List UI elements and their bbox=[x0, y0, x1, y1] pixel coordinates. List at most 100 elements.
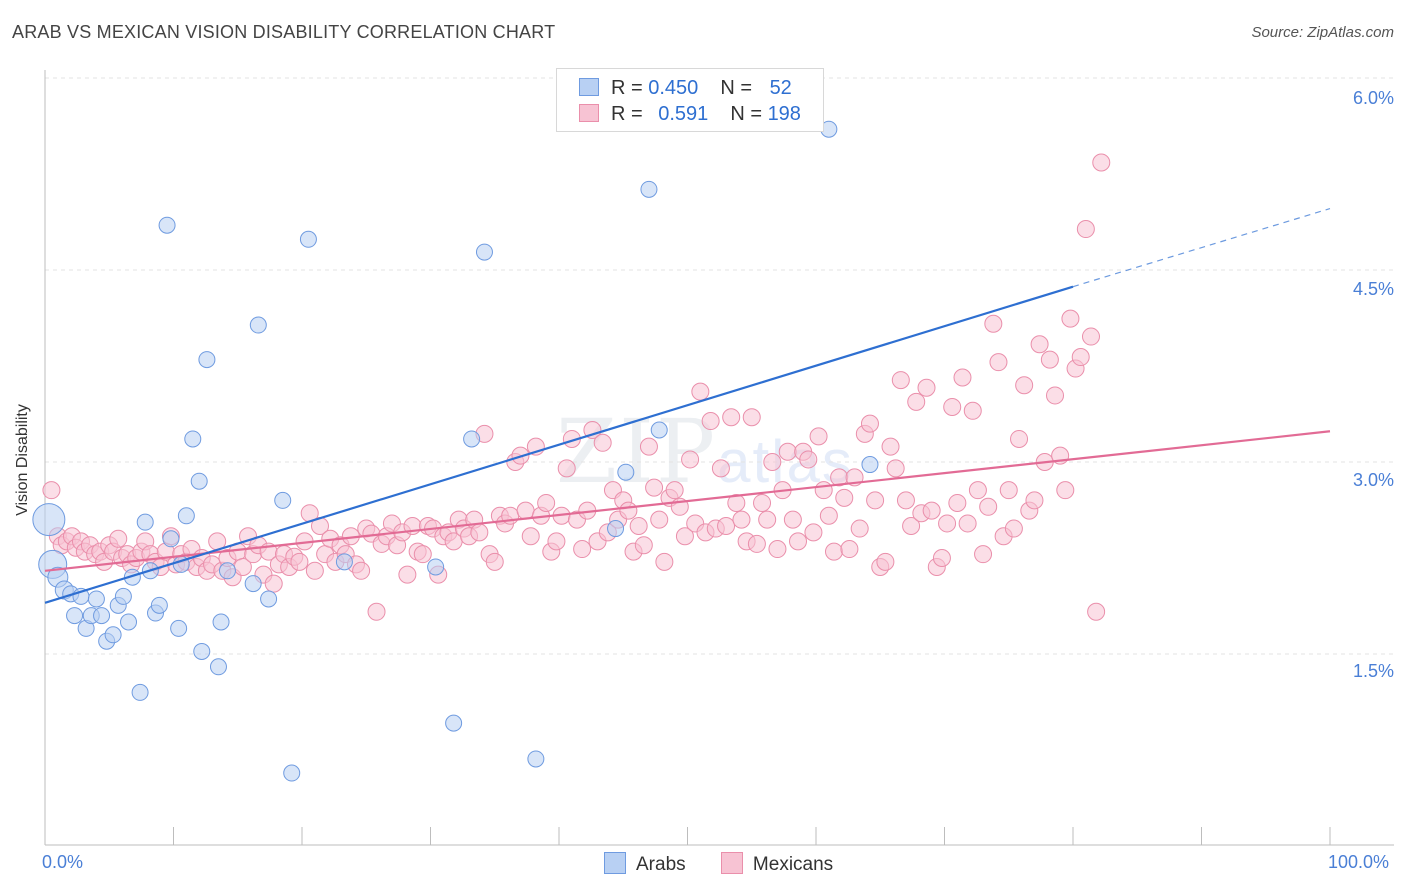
mexicans-point-188 bbox=[999, 481, 1018, 500]
arabs-point-17 bbox=[131, 683, 149, 701]
arabs-point-36 bbox=[260, 590, 278, 608]
bottom-legend-label-mexicans: Mexicans bbox=[752, 854, 834, 875]
mexicans-point-197 bbox=[1046, 386, 1065, 405]
legend-arabs-n: 52 bbox=[769, 77, 792, 99]
mexicans-point-95 bbox=[521, 527, 540, 546]
arabs-point-38 bbox=[283, 764, 301, 782]
arabs-point-43 bbox=[463, 430, 481, 448]
mexicans-point-162 bbox=[866, 491, 885, 510]
arabs-point-14 bbox=[114, 587, 132, 605]
legend-row-mexicans: R = 0.591 N = 198 bbox=[579, 103, 801, 127]
mexicans-point-134 bbox=[722, 408, 741, 427]
source-label: Source: ZipAtlas.com bbox=[1251, 24, 1394, 41]
mexicans-point-135 bbox=[727, 493, 746, 512]
mexicans-point-50 bbox=[290, 552, 309, 571]
mexicans-point-151 bbox=[809, 427, 828, 446]
mexicans-point-132 bbox=[711, 459, 730, 478]
legend-arabs-r-label: R = bbox=[611, 77, 649, 99]
mexicans-point-184 bbox=[979, 497, 998, 516]
x-tick-100: 100.0% bbox=[1328, 852, 1390, 872]
mexicans-point-74 bbox=[413, 545, 432, 564]
mexicans-point-181 bbox=[963, 401, 982, 420]
mexicans-point-154 bbox=[824, 542, 843, 561]
arabs-point-45 bbox=[527, 750, 545, 768]
mexicans-point-85 bbox=[470, 523, 489, 542]
y-tick-4-5: 4.5% bbox=[1352, 279, 1394, 299]
arabs-point-44 bbox=[475, 243, 493, 261]
mexicans-point-190 bbox=[1010, 429, 1029, 448]
mexicans-point-153 bbox=[819, 506, 838, 525]
x-tick-0: 0.0% bbox=[42, 852, 84, 872]
mexicans-point-164 bbox=[876, 552, 895, 571]
mexicans-point-178 bbox=[948, 493, 967, 512]
mexicans-point-121 bbox=[655, 552, 674, 571]
mexicans-point-168 bbox=[896, 491, 915, 510]
mexicans-point-157 bbox=[840, 540, 859, 559]
mexicans-point-149 bbox=[799, 450, 818, 469]
legend-mexicans-r: 0.591 bbox=[658, 103, 709, 125]
mexicans-point-152 bbox=[814, 481, 833, 500]
mexicans-point-204 bbox=[1081, 327, 1100, 346]
arabs-point-33 bbox=[218, 562, 236, 580]
legend-row-arabs: R = 0.450 N = 52 bbox=[579, 77, 792, 101]
mexicans-point-161 bbox=[860, 414, 879, 433]
mexicans-point-65 bbox=[367, 602, 386, 621]
mexicans-point-126 bbox=[681, 450, 700, 469]
arabs-point-41 bbox=[427, 558, 445, 576]
mexicans-point-146 bbox=[783, 510, 802, 529]
mexicans-point-203 bbox=[1076, 220, 1095, 239]
arabs-trend-extension bbox=[1072, 207, 1331, 288]
mexicans-point-62 bbox=[352, 561, 371, 580]
arabs-point-32 bbox=[212, 613, 230, 631]
mexicans-point-202 bbox=[1071, 348, 1090, 367]
arabs-point-16 bbox=[123, 568, 141, 586]
bottom-legend-mexicans: Mexicans bbox=[720, 852, 834, 876]
chart-title: ARAB VS MEXICAN VISION DISABILITY CORREL… bbox=[12, 22, 556, 42]
mexicans-point-109 bbox=[593, 433, 612, 452]
legend-swatch-mexicans bbox=[579, 104, 599, 122]
arabs-point-9 bbox=[87, 590, 105, 608]
bottom-legend-arabs: Arabs bbox=[604, 852, 686, 876]
mexicans-point-143 bbox=[768, 540, 787, 559]
arabs-point-10 bbox=[93, 607, 111, 625]
mexicans-point-182 bbox=[968, 481, 987, 500]
mexicans-point-169 bbox=[902, 517, 921, 535]
mexicans-point-165 bbox=[881, 437, 900, 456]
mexicans-point-205 bbox=[1087, 602, 1106, 621]
mexicans-point-180 bbox=[958, 514, 977, 533]
y-axis-label: Vision Disability bbox=[14, 404, 31, 516]
mexicans-point-114 bbox=[619, 501, 638, 520]
mexicans-point-183 bbox=[974, 545, 993, 564]
mexicans-point-200 bbox=[1061, 309, 1080, 328]
bottom-legend-label-arabs: Arabs bbox=[636, 854, 686, 875]
mexicans-point-193 bbox=[1025, 491, 1044, 510]
mexicans-point-139 bbox=[747, 534, 766, 553]
arabs-point-18 bbox=[136, 513, 154, 531]
y-tick-6: 6.0% bbox=[1352, 88, 1394, 108]
mexicans-point-102 bbox=[557, 459, 576, 478]
arabs-point-37 bbox=[274, 491, 292, 509]
arabs-trend-line bbox=[44, 285, 1074, 604]
mexicans-point-196 bbox=[1040, 350, 1059, 369]
mexicans-point-150 bbox=[804, 523, 823, 542]
arabs-point-49 bbox=[650, 421, 668, 439]
mexicans-point-0 bbox=[42, 481, 61, 500]
mexicans-trend-line bbox=[44, 430, 1331, 572]
arabs-point-24 bbox=[170, 619, 188, 637]
mexicans-point-172 bbox=[917, 378, 936, 397]
mexicans-point-105 bbox=[573, 540, 592, 559]
mexicans-point-156 bbox=[835, 488, 854, 507]
mexicans-point-140 bbox=[753, 493, 772, 512]
legend-swatch-arabs bbox=[579, 78, 599, 96]
arabs-point-30 bbox=[198, 351, 216, 369]
arabs-point-39 bbox=[299, 230, 317, 248]
arabs-point-46 bbox=[607, 520, 625, 538]
arabs-point-29 bbox=[193, 642, 211, 660]
arabs-point-31 bbox=[209, 658, 227, 676]
arabs-point-22 bbox=[158, 216, 176, 234]
mexicans-point-199 bbox=[1056, 481, 1075, 500]
arabs-point-48 bbox=[640, 180, 658, 198]
bottom-legend: Arabs Mexicans bbox=[604, 852, 863, 876]
mexicans-point-167 bbox=[891, 371, 910, 390]
